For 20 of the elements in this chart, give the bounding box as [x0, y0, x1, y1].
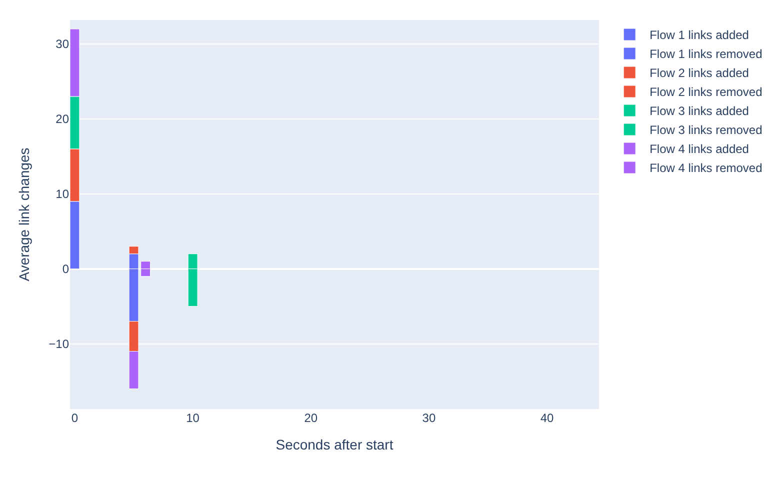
x-axis-title: Seconds after start [276, 436, 394, 452]
legend-label: Flow 4 links added [650, 142, 749, 156]
y-tick-label: 0 [62, 262, 70, 276]
legend-label: Flow 2 links added [650, 66, 749, 80]
x-tick-label: 40 [540, 411, 554, 425]
legend-label: Flow 1 links removed [650, 47, 762, 62]
legend-label: Flow 3 links added [650, 104, 749, 118]
x-tick-label: 0 [71, 411, 78, 425]
y-tick-label: 10 [56, 187, 70, 202]
legend-label: Flow 4 links removed [650, 161, 762, 176]
y-tick-label: −10 [48, 336, 70, 351]
x-tick-label: 30 [422, 411, 436, 425]
legend-label: Flow 1 links added [650, 28, 749, 42]
x-tick-label: 20 [304, 411, 318, 425]
legend-label: Flow 3 links removed [650, 123, 762, 138]
x-tick-label: 10 [186, 411, 200, 425]
y-tick-label: 20 [56, 112, 70, 126]
y-tick-label: 30 [56, 37, 70, 52]
legend-label: Flow 2 links removed [650, 85, 762, 100]
y-axis-title: Average link changes [16, 148, 32, 282]
